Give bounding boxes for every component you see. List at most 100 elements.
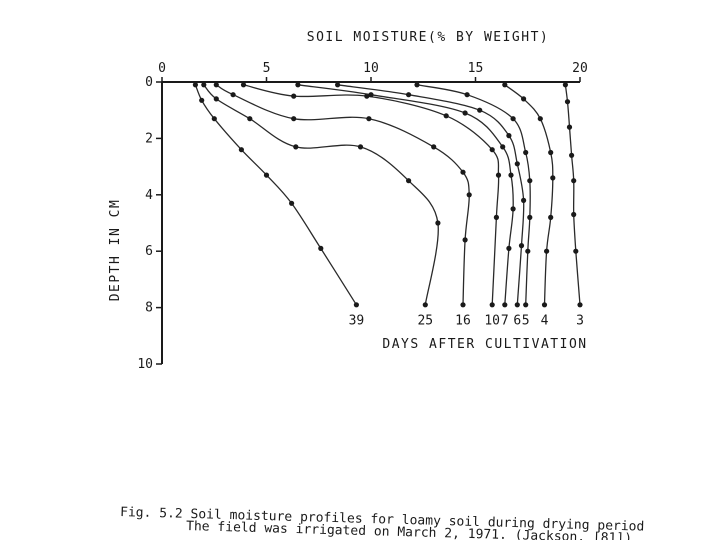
- series-label: 16: [455, 314, 471, 329]
- data-point: [506, 245, 512, 251]
- x-tick-label: 20: [572, 61, 588, 76]
- data-point: [414, 82, 420, 88]
- series-label: 25: [417, 314, 433, 329]
- data-point: [525, 248, 531, 254]
- data-point: [357, 144, 364, 150]
- data-point: [291, 116, 297, 122]
- data-point: [368, 92, 374, 98]
- data-point: [571, 178, 577, 184]
- y-tick-label: 2: [145, 131, 153, 146]
- data-point: [548, 149, 554, 156]
- data-point: [489, 302, 495, 308]
- data-point: [514, 302, 520, 308]
- data-point: [527, 178, 533, 184]
- data-point: [462, 110, 468, 116]
- series-4-days: 4: [502, 82, 556, 329]
- series-label: 7: [501, 314, 509, 329]
- data-point: [537, 116, 543, 122]
- x-tick-label: 0: [158, 61, 166, 76]
- data-point: [518, 243, 525, 249]
- data-point: [353, 302, 359, 308]
- series-10-days: 10: [240, 82, 502, 329]
- data-point: [523, 302, 529, 308]
- data-point: [460, 169, 466, 175]
- series-label: 5: [522, 314, 530, 329]
- data-point: [199, 97, 205, 103]
- data-point: [573, 248, 579, 254]
- data-point: [577, 302, 583, 308]
- data-point: [510, 116, 516, 122]
- data-point: [544, 248, 550, 254]
- series-3-days: 3: [562, 82, 584, 329]
- series-label: 3: [576, 314, 584, 329]
- y-tick-label: 8: [145, 301, 153, 316]
- series-25-days: 25: [201, 82, 441, 329]
- data-point: [263, 172, 270, 178]
- x-axis-ticks: 0 5 10 15 20: [158, 61, 588, 82]
- data-point: [240, 82, 247, 88]
- x-axis-title: SOIL MOISTURE(% BY WEIGHT): [307, 30, 550, 45]
- series-label: 4: [541, 314, 549, 329]
- data-point: [527, 214, 533, 220]
- series-line: [297, 84, 514, 305]
- x-tick-label: 5: [263, 61, 271, 76]
- y-axis-ticks: 0 2 4 6 8 10: [137, 75, 162, 372]
- y-axis-title: DEPTH IN CM: [108, 199, 123, 302]
- y-tick-label: 0: [145, 75, 153, 90]
- series-label: 10: [484, 314, 500, 329]
- data-point: [493, 214, 499, 220]
- data-point: [489, 147, 495, 153]
- data-point: [521, 197, 527, 203]
- data-point: [462, 237, 468, 243]
- y-tick-label: 4: [145, 188, 153, 203]
- series-5-days: 5: [414, 82, 533, 329]
- data-point: [464, 92, 470, 98]
- x-tick-label: 15: [468, 61, 484, 76]
- series-label-caption: DAYS AFTER CULTIVATION: [382, 337, 587, 352]
- series-16-days: 16: [213, 82, 472, 329]
- data-point: [335, 82, 341, 88]
- data-point: [550, 175, 556, 181]
- data-point: [508, 172, 514, 178]
- data-point: [541, 302, 548, 308]
- data-point: [506, 133, 512, 139]
- data-point: [435, 220, 441, 226]
- series-6-days: 6: [335, 82, 527, 329]
- data-point: [289, 200, 295, 206]
- data-point: [230, 92, 236, 98]
- data-point: [431, 144, 437, 150]
- data-point: [318, 245, 324, 251]
- data-point: [569, 152, 575, 158]
- data-point: [295, 82, 301, 88]
- data-point: [247, 116, 253, 122]
- y-tick-label: 10: [137, 357, 153, 372]
- data-point: [500, 144, 506, 150]
- data-point: [211, 116, 217, 122]
- series-line: [564, 84, 581, 305]
- series-7-days: 7: [295, 82, 516, 329]
- data-point: [192, 82, 198, 88]
- data-point: [293, 144, 299, 150]
- data-point: [571, 211, 577, 218]
- series-line: [416, 84, 531, 305]
- data-point: [213, 82, 219, 88]
- data-point: [502, 302, 508, 308]
- series-label: 6: [513, 314, 521, 329]
- series-label: 39: [349, 314, 365, 329]
- data-point: [213, 96, 219, 102]
- data-point: [566, 124, 573, 130]
- data-point: [238, 147, 244, 153]
- data-point: [406, 92, 412, 98]
- series-line: [203, 84, 439, 305]
- data-point: [201, 82, 207, 88]
- series-group: 39 25 16 10 7 6 5 4 3: [192, 82, 584, 329]
- data-point: [477, 107, 483, 113]
- data-point: [495, 172, 502, 178]
- data-point: [502, 82, 508, 88]
- data-point: [366, 116, 372, 122]
- data-point: [548, 214, 554, 220]
- data-point: [521, 96, 527, 102]
- y-tick-label: 6: [145, 244, 153, 259]
- data-point: [523, 149, 529, 156]
